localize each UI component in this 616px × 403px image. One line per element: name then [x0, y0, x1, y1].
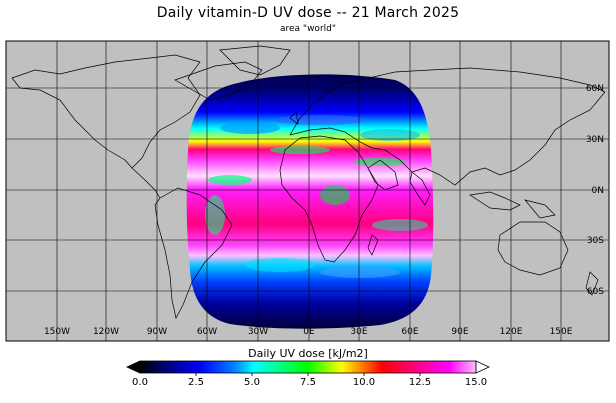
colorbar-tick: 0.0 — [132, 377, 148, 388]
coastlines — [11, 45, 606, 319]
longitude-labels: 150W 120W 90W 60W 30W 0E 30E 60E 90E 120… — [44, 327, 573, 337]
colorbar-tick: 7.5 — [300, 377, 316, 388]
lon-label: 120E — [500, 327, 523, 337]
lon-label: 0E — [303, 327, 315, 337]
latitude-labels: 60N 30N 0N 30S 60S — [586, 84, 604, 297]
lon-label: 150E — [550, 327, 573, 337]
lon-label: 120W — [93, 327, 119, 337]
lon-label: 150W — [44, 327, 70, 337]
colorbar-tick: 15.0 — [464, 377, 488, 388]
lat-label: 30N — [586, 135, 604, 145]
colorbar-tick: 12.5 — [408, 377, 432, 388]
map-title: Daily vitamin-D UV dose -- 21 March 2025 — [156, 5, 460, 21]
lon-label: 60W — [197, 327, 217, 337]
uv-dose-field — [186, 74, 434, 329]
colorbar-tick: 2.5 — [188, 377, 204, 388]
lat-label: 60S — [587, 287, 604, 297]
colorbar — [126, 360, 490, 376]
lat-label: 30S — [587, 236, 604, 246]
colorbar-tick: 10.0 — [352, 377, 376, 388]
lon-label: 60E — [401, 327, 418, 337]
lon-label: 30E — [350, 327, 367, 337]
map-subtitle: area "world" — [280, 24, 336, 34]
lon-label: 90W — [147, 327, 167, 337]
colorbar-title: Daily UV dose [kJ/m2] — [248, 347, 368, 360]
lon-label: 30W — [248, 327, 268, 337]
colorbar-max-arrow — [475, 360, 490, 374]
colorbar-min-arrow — [126, 360, 141, 374]
lon-label: 90E — [451, 327, 468, 337]
colorbar-gradient — [139, 360, 477, 374]
colorbar-tick: 5.0 — [244, 377, 260, 388]
lat-label: 0N — [592, 186, 604, 196]
lat-label: 60N — [586, 84, 604, 94]
map-frame — [5, 40, 610, 342]
graticule — [6, 41, 609, 341]
